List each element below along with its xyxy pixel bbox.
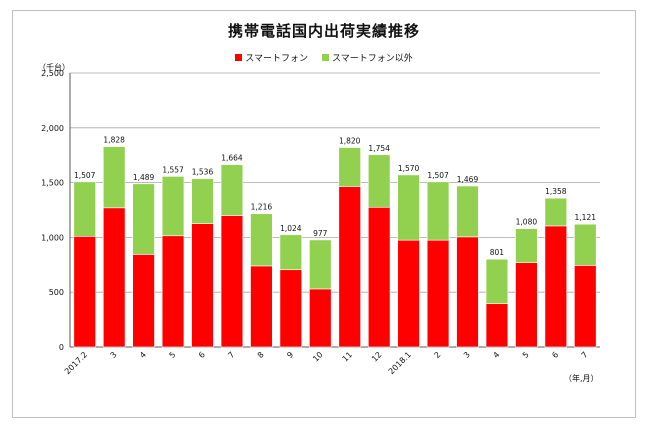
bar-smartphone [574,265,597,348]
y-tick-label: 0 [59,343,64,352]
bar-non-smartphone [367,154,391,208]
bar-smartphone [367,206,391,348]
y-tick-label: 500 [49,288,64,297]
legend-item-non-smartphone: スマートフォン以外 [322,51,413,64]
data-label-total: 1,820 [339,137,361,146]
x-tick-label: 7 [580,350,590,360]
data-label-total: 1,216 [251,203,273,212]
data-label-total: 1,754 [368,144,390,153]
bar-smartphone [102,207,126,348]
bar-smartphone [426,239,450,348]
data-label-total: 1,080 [516,218,538,227]
x-tick-label: 10 [311,350,325,364]
bar-non-smartphone [515,228,538,263]
x-tick-label: 6 [550,350,560,360]
x-tick-label: 8 [256,350,266,360]
y-tick-label: 1,000 [41,233,64,242]
x-tick-label: 3 [109,350,119,360]
data-label-total: 1,358 [545,187,567,196]
bar-smartphone [161,235,185,348]
data-label-total: 1,536 [192,168,214,177]
bar-non-smartphone [250,213,273,267]
x-tick-label: 2018.1 [387,350,413,376]
bar-smartphone [515,262,538,348]
data-label-total: 1,828 [103,136,125,145]
bar-smartphone [485,303,509,348]
legend: スマートフォン スマートフォン以外 [0,51,648,64]
bar-smartphone [456,236,479,348]
data-label-total: 1,121 [575,213,597,222]
x-tick-label: 6 [197,350,207,360]
legend-label-smartphone: スマートフォン [245,54,308,64]
bar-smartphone [220,215,244,348]
y-tick-label: 1,500 [41,179,64,188]
x-tick-label: 2017.2 [63,350,89,376]
x-tick-label: 2 [433,350,443,360]
bar-non-smartphone [220,164,244,216]
legend-swatch-smartphone [235,54,243,61]
data-label-total: 1,557 [162,165,184,174]
bar-smartphone [250,265,273,348]
x-tick-label: 11 [341,350,355,364]
bar-non-smartphone [544,197,568,227]
data-label-total: 1,507 [427,171,449,180]
bar-smartphone [397,239,420,348]
y-axis-unit: （千台） [38,63,70,72]
bar-smartphone [338,186,361,348]
x-tick-label: 4 [491,350,501,360]
bar-non-smartphone [73,181,96,237]
x-tick-label: 3 [462,350,472,360]
data-label-total: 1,570 [398,164,420,173]
bar-non-smartphone [397,174,420,241]
bar-smartphone [544,225,568,348]
bar-smartphone [279,269,303,348]
x-tick-label: 12 [370,350,384,364]
bar-non-smartphone [279,234,303,271]
bar-non-smartphone [132,183,155,255]
data-label-total: 1,507 [74,171,96,180]
x-tick-label: 7 [226,350,236,360]
bar-non-smartphone [485,258,509,305]
bar-smartphone [73,236,96,348]
chart-title: 携帯電話国内出荷実績推移 [227,22,420,40]
data-label-total: 1,469 [457,175,479,184]
bar-non-smartphone [102,146,126,209]
bar-smartphone [132,254,155,348]
bar-non-smartphone [456,185,479,238]
x-tick-label: 4 [138,350,148,360]
bar-non-smartphone [191,178,214,225]
x-tick-label: 5 [168,350,178,360]
bar-non-smartphone [426,181,450,241]
legend-item-smartphone: スマートフォン [235,51,308,64]
data-label-total: 977 [313,229,328,238]
legend-label-non-smartphone: スマートフォン以外 [332,54,413,64]
x-tick-label: 9 [285,350,295,360]
x-tick-label: 5 [521,350,531,360]
x-axis-unit: （年,月） [564,374,599,383]
bar-smartphone [191,223,214,348]
data-label-total: 1,024 [280,224,302,233]
legend-swatch-non-smartphone [322,54,329,61]
bar-non-smartphone [574,223,597,266]
y-tick-label: 2,500 [41,69,64,78]
bar-non-smartphone [309,239,332,290]
data-label-total: 1,489 [133,173,155,182]
data-label-total: 1,664 [221,154,243,163]
data-label-total: 801 [490,248,505,257]
bar-smartphone [309,288,332,348]
bar-non-smartphone [161,176,185,237]
y-tick-label: 2,000 [41,124,64,133]
bar-non-smartphone [338,147,361,187]
